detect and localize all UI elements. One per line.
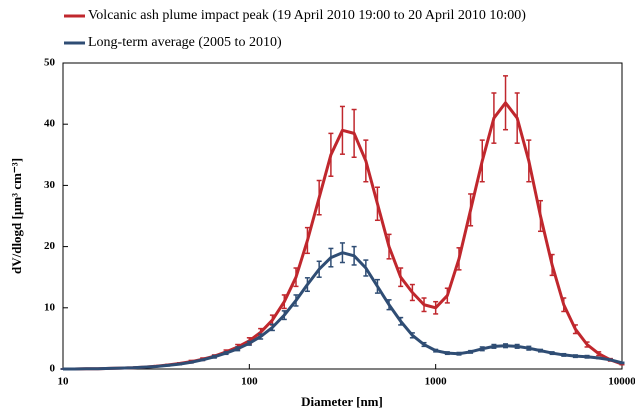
x-tick-label: 10000: [608, 376, 635, 388]
x-tick-label: 100: [241, 376, 258, 388]
plot-frame: [62, 62, 623, 370]
series-line: [63, 251, 623, 371]
y-axis-label: dV/dlogd [µm³ cm⁻³]: [9, 158, 24, 274]
y-tick-label: 40: [44, 118, 56, 130]
x-axis-label: Diameter [nm]: [301, 394, 383, 409]
x-tick-label: 10: [58, 376, 70, 388]
y-tick-label: 10: [44, 301, 56, 313]
y-tick-label: 30: [44, 179, 56, 191]
legend-label: Long-term average (2005 to 2010): [88, 35, 282, 50]
y-tick-label: 50: [44, 57, 56, 69]
y-tick-label: 20: [44, 240, 56, 252]
x-tick-label: 1000: [425, 376, 448, 388]
y-tick-label: 0: [50, 363, 56, 375]
legend-label: Volcanic ash plume impact peak (19 April…: [88, 8, 526, 23]
